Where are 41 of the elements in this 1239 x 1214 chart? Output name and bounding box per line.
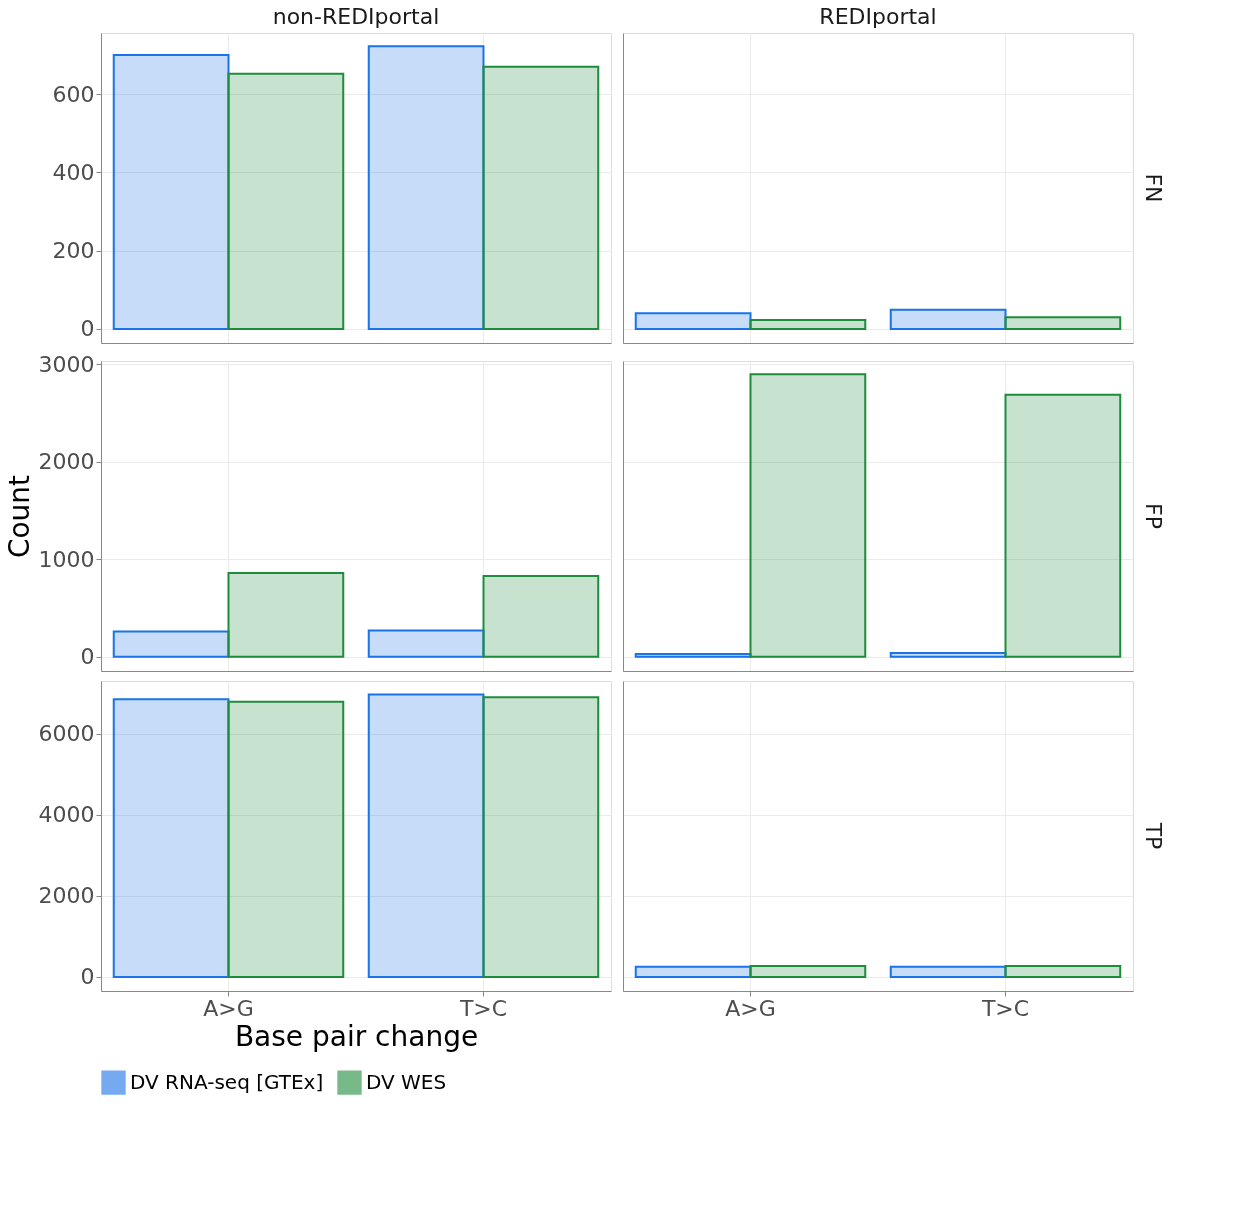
bar	[112, 53, 230, 330]
bar	[482, 574, 600, 658]
y-tick-label: 0	[80, 644, 95, 670]
bar	[749, 318, 867, 330]
bar	[367, 629, 485, 658]
bar	[889, 308, 1007, 330]
bar	[634, 652, 752, 658]
x-tick-label: T>C	[980, 995, 1030, 1021]
text: TP	[1141, 821, 1166, 850]
bar	[112, 630, 230, 658]
bar	[227, 572, 345, 658]
bar	[1004, 316, 1122, 330]
chart-title: non-REDIportal	[272, 4, 440, 29]
bar	[482, 65, 600, 330]
y-tick-label: 2000	[38, 883, 95, 909]
chart-title: REDIportal	[819, 4, 937, 29]
y-tick-label: 1000	[38, 546, 95, 572]
bar	[1004, 393, 1122, 658]
bar	[227, 72, 345, 330]
text: FP	[1141, 503, 1166, 529]
bar	[749, 373, 867, 658]
y-tick-label: 6000	[38, 721, 95, 747]
bar	[634, 312, 752, 330]
bar	[889, 651, 1007, 658]
y-tick-label: 0	[80, 316, 95, 342]
bar	[367, 45, 485, 330]
text: FN	[1141, 173, 1166, 203]
x-tick-label: A>G	[203, 995, 254, 1021]
y-tick-label: 2000	[38, 449, 95, 475]
x-tick-label: T>C	[458, 995, 508, 1021]
y-axis-title: Count	[2, 474, 36, 559]
y-tick-label: 400	[52, 159, 95, 185]
y-tick-label: 200	[52, 238, 95, 264]
legend-label: DV WES	[366, 1069, 447, 1094]
y-tick-label: 0	[80, 964, 95, 990]
x-axis-title: Base pair change	[234, 1019, 479, 1053]
y-tick-label: 4000	[38, 802, 95, 828]
y-tick-label: 600	[52, 81, 95, 107]
legend-label: DV RNA-seq [GTEx]	[130, 1069, 324, 1094]
x-tick-label: A>G	[725, 995, 776, 1021]
y-tick-label: 3000	[38, 351, 95, 377]
